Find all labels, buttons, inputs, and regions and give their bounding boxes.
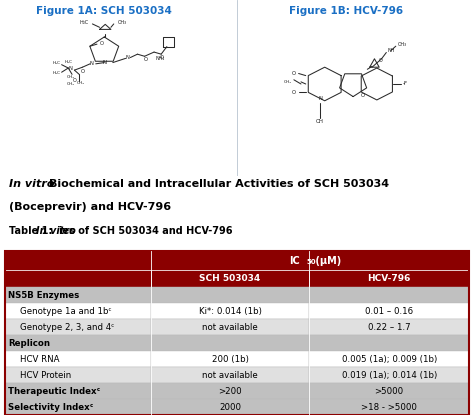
Bar: [5, 251, 151, 270]
Text: NS5B Enzymes: NS5B Enzymes: [9, 290, 80, 300]
Bar: [151, 303, 309, 319]
Text: Biochemical and Intracellular Activities of SCH 503034: Biochemical and Intracellular Activities…: [49, 179, 389, 189]
Text: 50: 50: [307, 259, 317, 266]
Text: 0.005 (1a); 0.009 (1b): 0.005 (1a); 0.009 (1b): [341, 354, 437, 364]
Bar: [309, 399, 469, 415]
Text: H₃C: H₃C: [65, 60, 73, 64]
Text: HCV-796: HCV-796: [367, 274, 411, 283]
Bar: [309, 383, 469, 399]
Bar: [5, 335, 151, 351]
Bar: [151, 287, 309, 303]
Text: O: O: [144, 57, 147, 62]
Bar: [309, 251, 469, 270]
Text: O: O: [292, 71, 296, 76]
Text: NH₂: NH₂: [155, 56, 165, 61]
Text: Genotype 2, 3, and 4ᶜ: Genotype 2, 3, and 4ᶜ: [19, 322, 114, 332]
Text: 2000: 2000: [219, 403, 241, 412]
Bar: [151, 383, 309, 399]
Text: In vitro: In vitro: [9, 179, 55, 189]
Text: O: O: [379, 59, 383, 63]
Text: IC: IC: [289, 256, 300, 266]
Text: >200: >200: [218, 386, 242, 395]
Bar: [5, 351, 151, 367]
Text: Figure 1A: SCH 503034: Figure 1A: SCH 503034: [36, 6, 172, 16]
Bar: [309, 367, 469, 383]
Bar: [151, 399, 309, 415]
Bar: [309, 303, 469, 319]
Text: N: N: [102, 60, 106, 65]
Bar: [5, 367, 151, 383]
Text: SCH 503034: SCH 503034: [200, 274, 261, 283]
Text: CH₃: CH₃: [67, 82, 75, 86]
Bar: [151, 251, 309, 270]
Text: H₃C: H₃C: [52, 61, 60, 65]
Text: (Boceprevir) and HCV-796: (Boceprevir) and HCV-796: [9, 202, 172, 212]
Text: O: O: [73, 78, 76, 83]
Bar: [151, 335, 309, 351]
Bar: [309, 335, 469, 351]
Text: >5000: >5000: [374, 386, 404, 395]
Bar: [5, 319, 151, 335]
Text: O: O: [160, 55, 164, 60]
Bar: [151, 319, 309, 335]
Text: OH: OH: [316, 119, 324, 124]
Text: Ki*: 0.014 (1b): Ki*: 0.014 (1b): [199, 307, 262, 316]
Text: 0.01 – 0.16: 0.01 – 0.16: [365, 307, 413, 316]
Text: Therapeutic Indexᶜ: Therapeutic Indexᶜ: [9, 386, 100, 395]
Text: CH₃: CH₃: [67, 75, 75, 79]
Text: N: N: [90, 61, 93, 66]
Bar: [151, 351, 309, 367]
Text: HCV RNA: HCV RNA: [19, 354, 59, 364]
Text: O: O: [100, 41, 103, 46]
Bar: [309, 270, 469, 287]
Text: O: O: [292, 90, 296, 95]
Text: N: N: [68, 66, 72, 71]
Bar: [151, 367, 309, 383]
Text: NH: NH: [388, 48, 395, 53]
Text: -F: -F: [403, 81, 408, 86]
Text: (μM): (μM): [312, 256, 342, 266]
Text: Table 1:: Table 1:: [9, 226, 56, 236]
Bar: [5, 383, 151, 399]
Bar: [309, 351, 469, 367]
Text: N: N: [318, 96, 322, 101]
Bar: [309, 287, 469, 303]
Text: not available: not available: [202, 322, 258, 332]
Text: CH₃: CH₃: [398, 42, 407, 46]
Bar: [5, 303, 151, 319]
Bar: [151, 270, 309, 287]
Text: Genotype 1a and 1bᶜ: Genotype 1a and 1bᶜ: [19, 307, 111, 316]
Text: O: O: [81, 69, 84, 74]
Text: not available: not available: [202, 371, 258, 380]
Text: O: O: [361, 93, 365, 98]
Text: 0.22 – 1.7: 0.22 – 1.7: [368, 322, 410, 332]
Text: >18 - >5000: >18 - >5000: [361, 403, 417, 412]
Text: CH₃: CH₃: [77, 81, 84, 85]
Text: In vitro: In vitro: [36, 226, 76, 236]
Text: H₃C: H₃C: [80, 20, 89, 25]
Text: CH₃: CH₃: [283, 80, 292, 84]
Text: Replicon: Replicon: [9, 339, 50, 348]
Bar: [309, 319, 469, 335]
Bar: [5, 399, 151, 415]
Text: Figure 1B: HCV-796: Figure 1B: HCV-796: [289, 6, 403, 16]
Bar: [5, 287, 151, 303]
Text: H₃C: H₃C: [52, 71, 60, 76]
Text: 200 (1b): 200 (1b): [211, 354, 248, 364]
Text: Selectivity Indexᶜ: Selectivity Indexᶜ: [9, 403, 94, 412]
Bar: [5, 270, 151, 287]
Text: 0.019 (1a); 0.014 (1b): 0.019 (1a); 0.014 (1b): [341, 371, 437, 380]
Text: HCV Protein: HCV Protein: [19, 371, 71, 380]
Text: CH₃: CH₃: [118, 20, 127, 25]
Text: N: N: [125, 55, 129, 60]
Text: ies of SCH 503034 and HCV-796: ies of SCH 503034 and HCV-796: [59, 226, 233, 236]
